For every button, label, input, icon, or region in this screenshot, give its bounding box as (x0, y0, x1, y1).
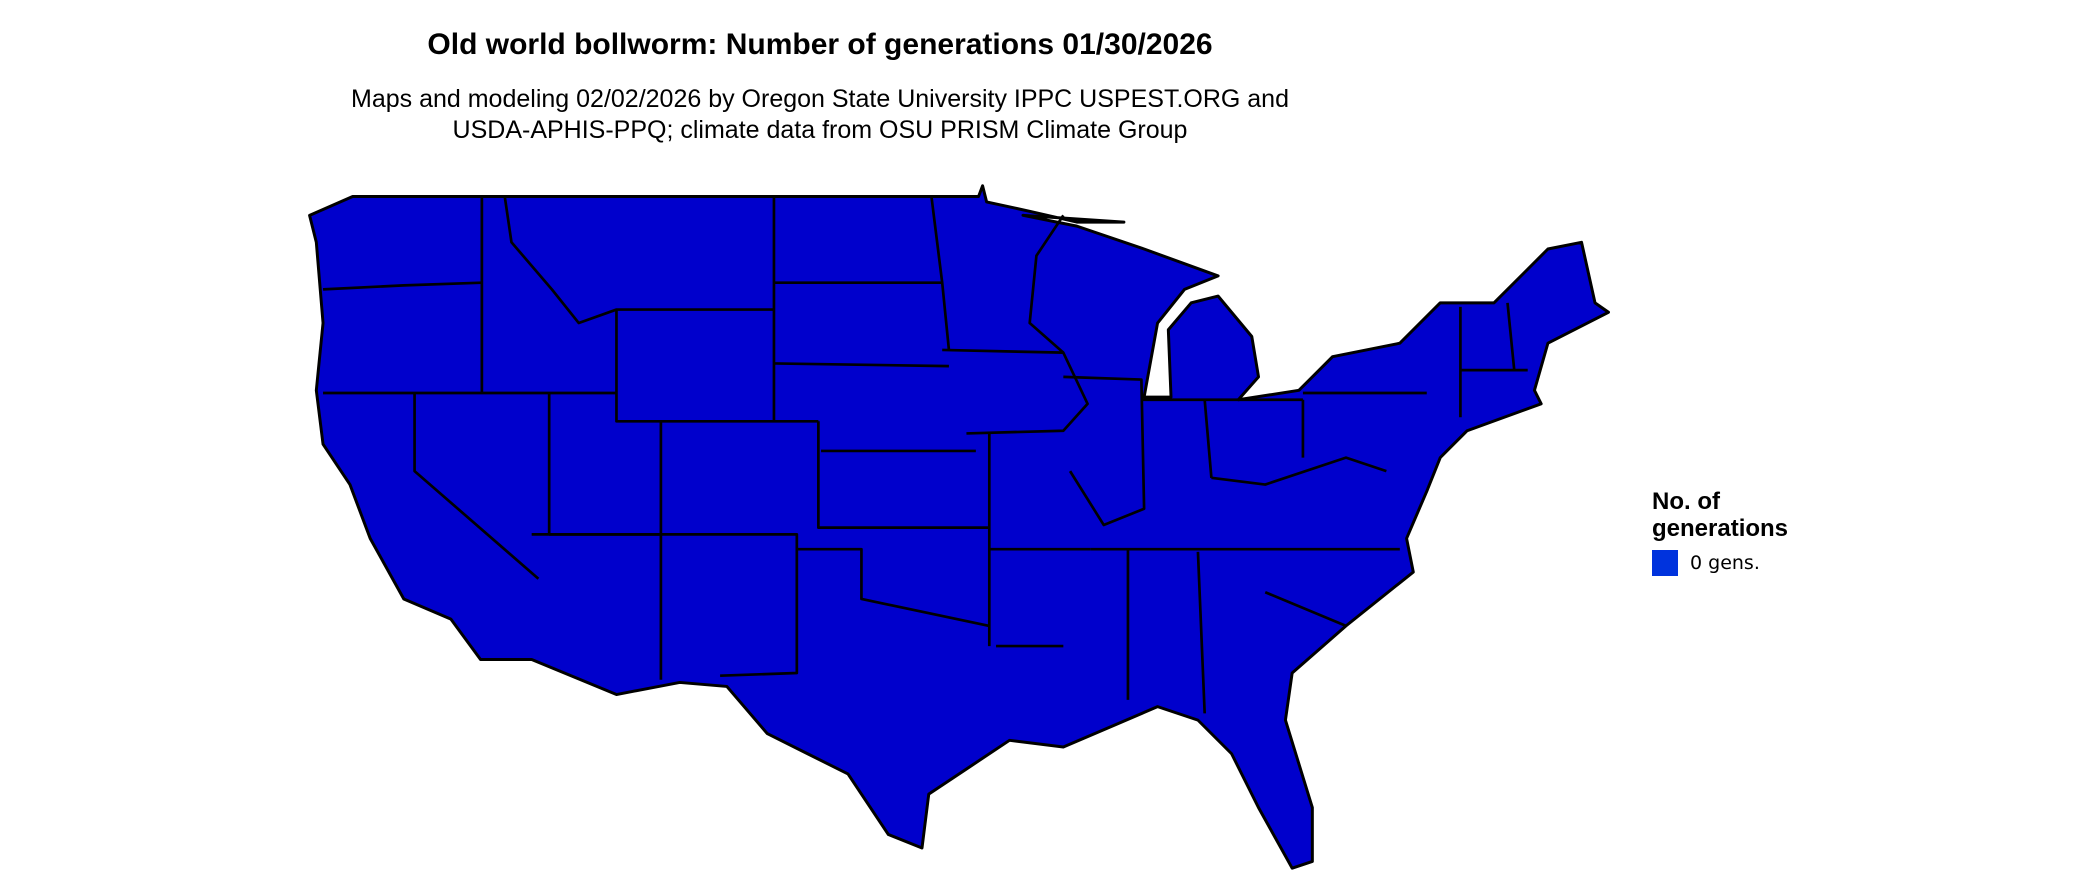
state-border (1196, 551, 1207, 714)
state-borders (322, 196, 1528, 714)
state-border (773, 281, 951, 351)
state-border (773, 362, 949, 368)
state-border (930, 196, 944, 283)
state-border (1063, 375, 1146, 527)
state-border (1264, 590, 1347, 628)
legend-label: 0 gens. (1690, 552, 1760, 574)
legend-title-line-2: generations (1652, 515, 1789, 542)
state-border (796, 547, 990, 628)
subtitle-line-2: USDA-APHIS-PPQ; climate data from OSU PR… (452, 116, 1188, 144)
state-border (322, 281, 482, 291)
state-border (1028, 214, 1065, 354)
legend-item: 0 gens. (1652, 550, 1788, 576)
state-border (817, 421, 990, 529)
subtitle-line-1: Maps and modeling 02/02/2026 by Oregon S… (351, 85, 1289, 113)
state-border (1211, 456, 1387, 486)
state-border (1506, 302, 1516, 371)
legend: No. of generations 0 gens. (1652, 488, 1788, 576)
map-title: Old world bollworm: Number of generation… (427, 28, 1213, 61)
state-border (615, 309, 819, 423)
legend-title-line-1: No. of (1652, 488, 1720, 515)
state-border (1203, 399, 1213, 478)
map-subtitle: Maps and modeling 02/02/2026 by Oregon S… (0, 84, 1640, 146)
state-border (413, 393, 540, 580)
state-border (549, 533, 799, 678)
state-border (503, 196, 774, 325)
state-border (942, 348, 1089, 435)
legend-swatch (1652, 550, 1678, 576)
legend-title: No. of generations (1652, 488, 1788, 542)
